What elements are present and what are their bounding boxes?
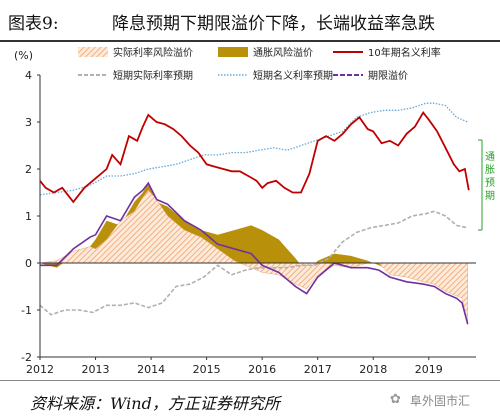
watermark-text: 阜外固市汇 bbox=[410, 394, 471, 408]
legend-label: 期限溢价 bbox=[368, 69, 408, 82]
y-tick-label: 4 bbox=[25, 69, 32, 82]
series-short-nominal-line bbox=[39, 102, 468, 196]
legend-label: 短期实际利率预期 bbox=[113, 69, 193, 82]
x-tick-label: 2016 bbox=[248, 363, 276, 376]
legend: 实际利率风险溢价 通胀风险溢价 10年期名义利率 短期实际利率预期 短期名义利率… bbox=[78, 46, 441, 82]
plot-layer bbox=[39, 102, 470, 327]
chart-area: 实际利率风险溢价 通胀风险溢价 10年期名义利率 短期实际利率预期 短期名义利率… bbox=[14, 46, 495, 376]
y-unit-label: (%) bbox=[14, 49, 33, 62]
y-tick-label: 1 bbox=[25, 210, 32, 223]
figure-title: 降息预期下期限溢价下降，长端收益率急跌 bbox=[112, 14, 435, 34]
series-term-premium-line bbox=[40, 181, 469, 325]
legend-label: 10年期名义利率 bbox=[368, 46, 441, 59]
y-tick-label: 3 bbox=[25, 116, 32, 129]
series-real-risk-premium-area bbox=[39, 189, 468, 325]
y-tick-label: -1 bbox=[21, 304, 32, 317]
legend-item-inflation-risk-premium: 通胀风险溢价 bbox=[218, 46, 313, 59]
x-tick-label: 2014 bbox=[137, 363, 165, 376]
series-nominal-10y-line bbox=[39, 111, 470, 204]
x-tick-label: 2017 bbox=[304, 363, 332, 376]
legend-label: 实际利率风险溢价 bbox=[113, 46, 193, 59]
x-tick-label: 2018 bbox=[359, 363, 387, 376]
x-tick-label: 2015 bbox=[193, 363, 221, 376]
axes-layer: -2 -1 0 1 2 3 4 2012 2013 2014 2015 2016 2017 2018 201… bbox=[21, 69, 476, 376]
legend-label: 通胀风险溢价 bbox=[253, 46, 313, 59]
x-tick-label: 2012 bbox=[26, 363, 54, 376]
annotation-text: 通胀预期 bbox=[485, 151, 495, 202]
figure-label: 图表9: bbox=[8, 14, 59, 34]
figure-footer: 资料来源：Wind，方正证券研究所 ✿ 阜外固市汇 bbox=[0, 380, 500, 419]
source-note: 资料来源：Wind，方正证券研究所 bbox=[30, 394, 280, 413]
wechat-icon: ✿ bbox=[390, 392, 401, 407]
y-tick-label: -2 bbox=[21, 351, 32, 364]
x-tick-label: 2019 bbox=[415, 363, 443, 376]
legend-item-short-nominal: 短期名义利率预期 bbox=[218, 69, 333, 82]
y-tick-label: 2 bbox=[25, 163, 32, 176]
legend-item-nominal-10y: 10年期名义利率 bbox=[333, 46, 441, 59]
y-tick-label: 0 bbox=[25, 257, 32, 270]
inflation-annotation: 通胀预期 bbox=[478, 139, 495, 231]
legend-item-term-premium: 期限溢价 bbox=[333, 69, 408, 82]
legend-label: 短期名义利率预期 bbox=[253, 69, 333, 82]
figure-header: 图表9: 降息预期下期限溢价下降，长端收益率急跌 bbox=[0, 0, 500, 42]
legend-item-real-risk-premium: 实际利率风险溢价 bbox=[78, 46, 193, 59]
legend-item-short-real: 短期实际利率预期 bbox=[78, 69, 193, 82]
x-tick-label: 2013 bbox=[82, 363, 110, 376]
